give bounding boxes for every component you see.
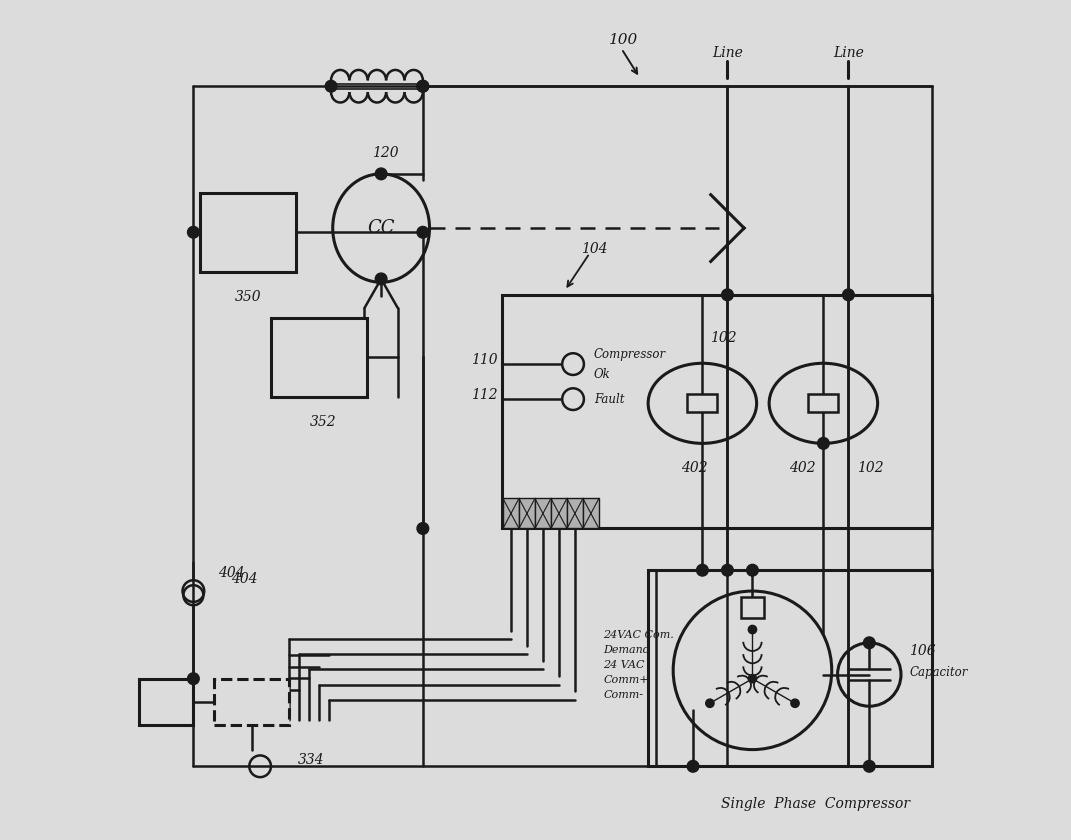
Text: 100: 100 — [608, 34, 637, 47]
Text: Comm+: Comm+ — [603, 675, 649, 685]
Text: 404: 404 — [218, 565, 245, 580]
FancyBboxPatch shape — [583, 498, 599, 528]
Circle shape — [417, 81, 428, 92]
Text: T'stat: T'stat — [230, 239, 266, 251]
Text: 402: 402 — [681, 461, 707, 475]
Text: 110: 110 — [471, 353, 498, 367]
Text: 112: 112 — [471, 388, 498, 402]
Text: System: System — [296, 339, 342, 351]
Text: 106: 106 — [909, 644, 936, 659]
Circle shape — [817, 438, 829, 449]
Text: Demand: Demand — [603, 645, 650, 655]
Text: Line: Line — [712, 46, 743, 60]
Text: 352: 352 — [311, 415, 336, 429]
Text: 102: 102 — [857, 461, 884, 475]
Circle shape — [746, 564, 758, 576]
Circle shape — [688, 760, 699, 772]
Circle shape — [843, 289, 855, 301]
Text: CC: CC — [367, 219, 395, 237]
Text: Compressor: Compressor — [594, 348, 666, 360]
Circle shape — [417, 227, 428, 238]
Text: Safeties: Safeties — [293, 364, 344, 376]
Circle shape — [375, 168, 387, 180]
FancyBboxPatch shape — [214, 679, 289, 725]
FancyBboxPatch shape — [534, 498, 550, 528]
Text: 102: 102 — [710, 331, 737, 345]
Text: 120: 120 — [372, 146, 398, 160]
Circle shape — [722, 564, 734, 576]
FancyBboxPatch shape — [271, 318, 366, 397]
Circle shape — [417, 522, 428, 534]
Circle shape — [187, 227, 199, 238]
Text: Fault: Fault — [594, 392, 624, 406]
Circle shape — [187, 673, 199, 685]
Circle shape — [326, 81, 337, 92]
Text: Single  Phase  Compressor: Single Phase Compressor — [721, 797, 909, 811]
Circle shape — [863, 760, 875, 772]
Text: System: System — [225, 213, 271, 226]
FancyBboxPatch shape — [199, 192, 296, 272]
Text: 116: 116 — [153, 695, 180, 709]
Text: 334: 334 — [298, 753, 325, 767]
FancyBboxPatch shape — [688, 394, 718, 412]
FancyBboxPatch shape — [648, 570, 932, 766]
Circle shape — [375, 273, 387, 285]
FancyBboxPatch shape — [741, 597, 764, 618]
FancyBboxPatch shape — [139, 679, 194, 725]
FancyBboxPatch shape — [567, 498, 583, 528]
FancyBboxPatch shape — [550, 498, 567, 528]
Text: Comm-: Comm- — [603, 690, 643, 701]
Text: 404: 404 — [231, 571, 257, 585]
Circle shape — [417, 81, 428, 92]
Text: 24VAC Com.: 24VAC Com. — [603, 630, 674, 640]
Text: Line: Line — [833, 46, 864, 60]
Text: Capacitor: Capacitor — [909, 665, 968, 679]
FancyBboxPatch shape — [809, 394, 839, 412]
Circle shape — [790, 699, 799, 707]
Text: 402: 402 — [789, 461, 816, 475]
Circle shape — [749, 675, 756, 683]
Text: 24 VAC: 24 VAC — [603, 660, 645, 670]
Circle shape — [863, 637, 875, 648]
Text: 104: 104 — [239, 695, 266, 709]
Text: 104: 104 — [582, 242, 608, 256]
Text: Ok: Ok — [594, 368, 610, 381]
Circle shape — [722, 289, 734, 301]
FancyBboxPatch shape — [503, 498, 519, 528]
Text: 350: 350 — [236, 290, 261, 304]
Circle shape — [749, 625, 756, 633]
FancyBboxPatch shape — [502, 295, 932, 528]
Circle shape — [706, 699, 714, 707]
FancyBboxPatch shape — [519, 498, 534, 528]
Circle shape — [696, 564, 708, 576]
